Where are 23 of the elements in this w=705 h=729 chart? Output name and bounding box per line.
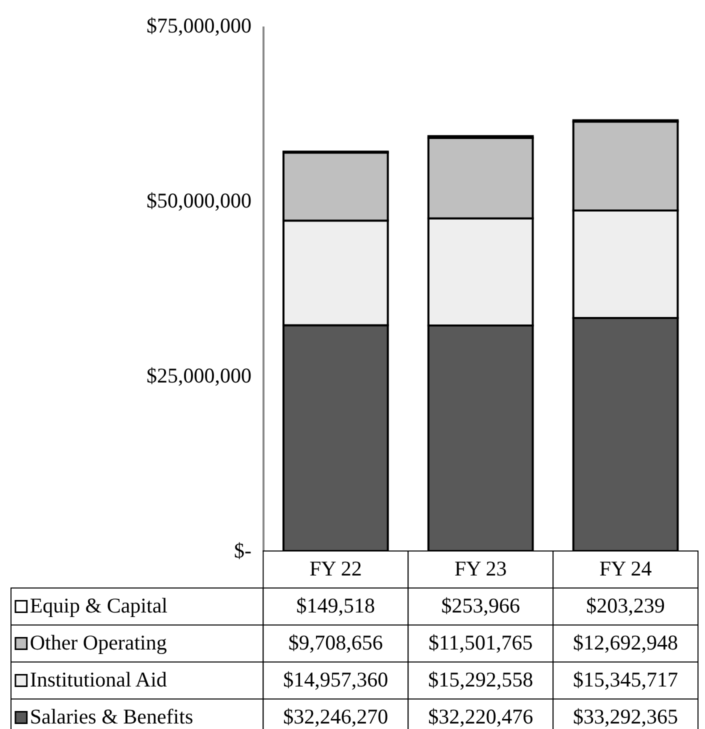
data-label: $15,345,717 <box>573 668 678 692</box>
y-tick-label: $50,000,000 <box>146 188 252 212</box>
x-tick-label: FY 23 <box>454 556 507 580</box>
legend-label: Other Operating <box>30 630 168 654</box>
x-tick-label: FY 22 <box>309 556 362 580</box>
y-tick-label: $25,000,000 <box>146 364 252 388</box>
data-label: $9,708,656 <box>288 630 383 654</box>
data-label: $11,501,765 <box>428 630 533 654</box>
data-label: $33,292,365 <box>573 704 678 728</box>
data-label: $15,292,558 <box>428 668 534 692</box>
data-label: $203,239 <box>586 594 665 618</box>
legend-label: Institutional Aid <box>30 668 168 692</box>
data-label: $253,966 <box>441 594 520 618</box>
data-label: $32,220,476 <box>428 704 534 728</box>
data-label: $14,957,360 <box>283 668 388 692</box>
legend-label: Salaries & Benefits <box>30 704 194 728</box>
data-label: $12,692,948 <box>573 630 678 654</box>
data-label: $32,246,270 <box>283 704 388 728</box>
legend-label: Equip & Capital <box>30 594 168 618</box>
x-tick-label: FY 24 <box>599 556 652 580</box>
y-tick-label: $75,000,000 <box>146 14 252 38</box>
y-tick-label: $- <box>234 538 252 562</box>
data-label: $149,518 <box>296 594 376 618</box>
